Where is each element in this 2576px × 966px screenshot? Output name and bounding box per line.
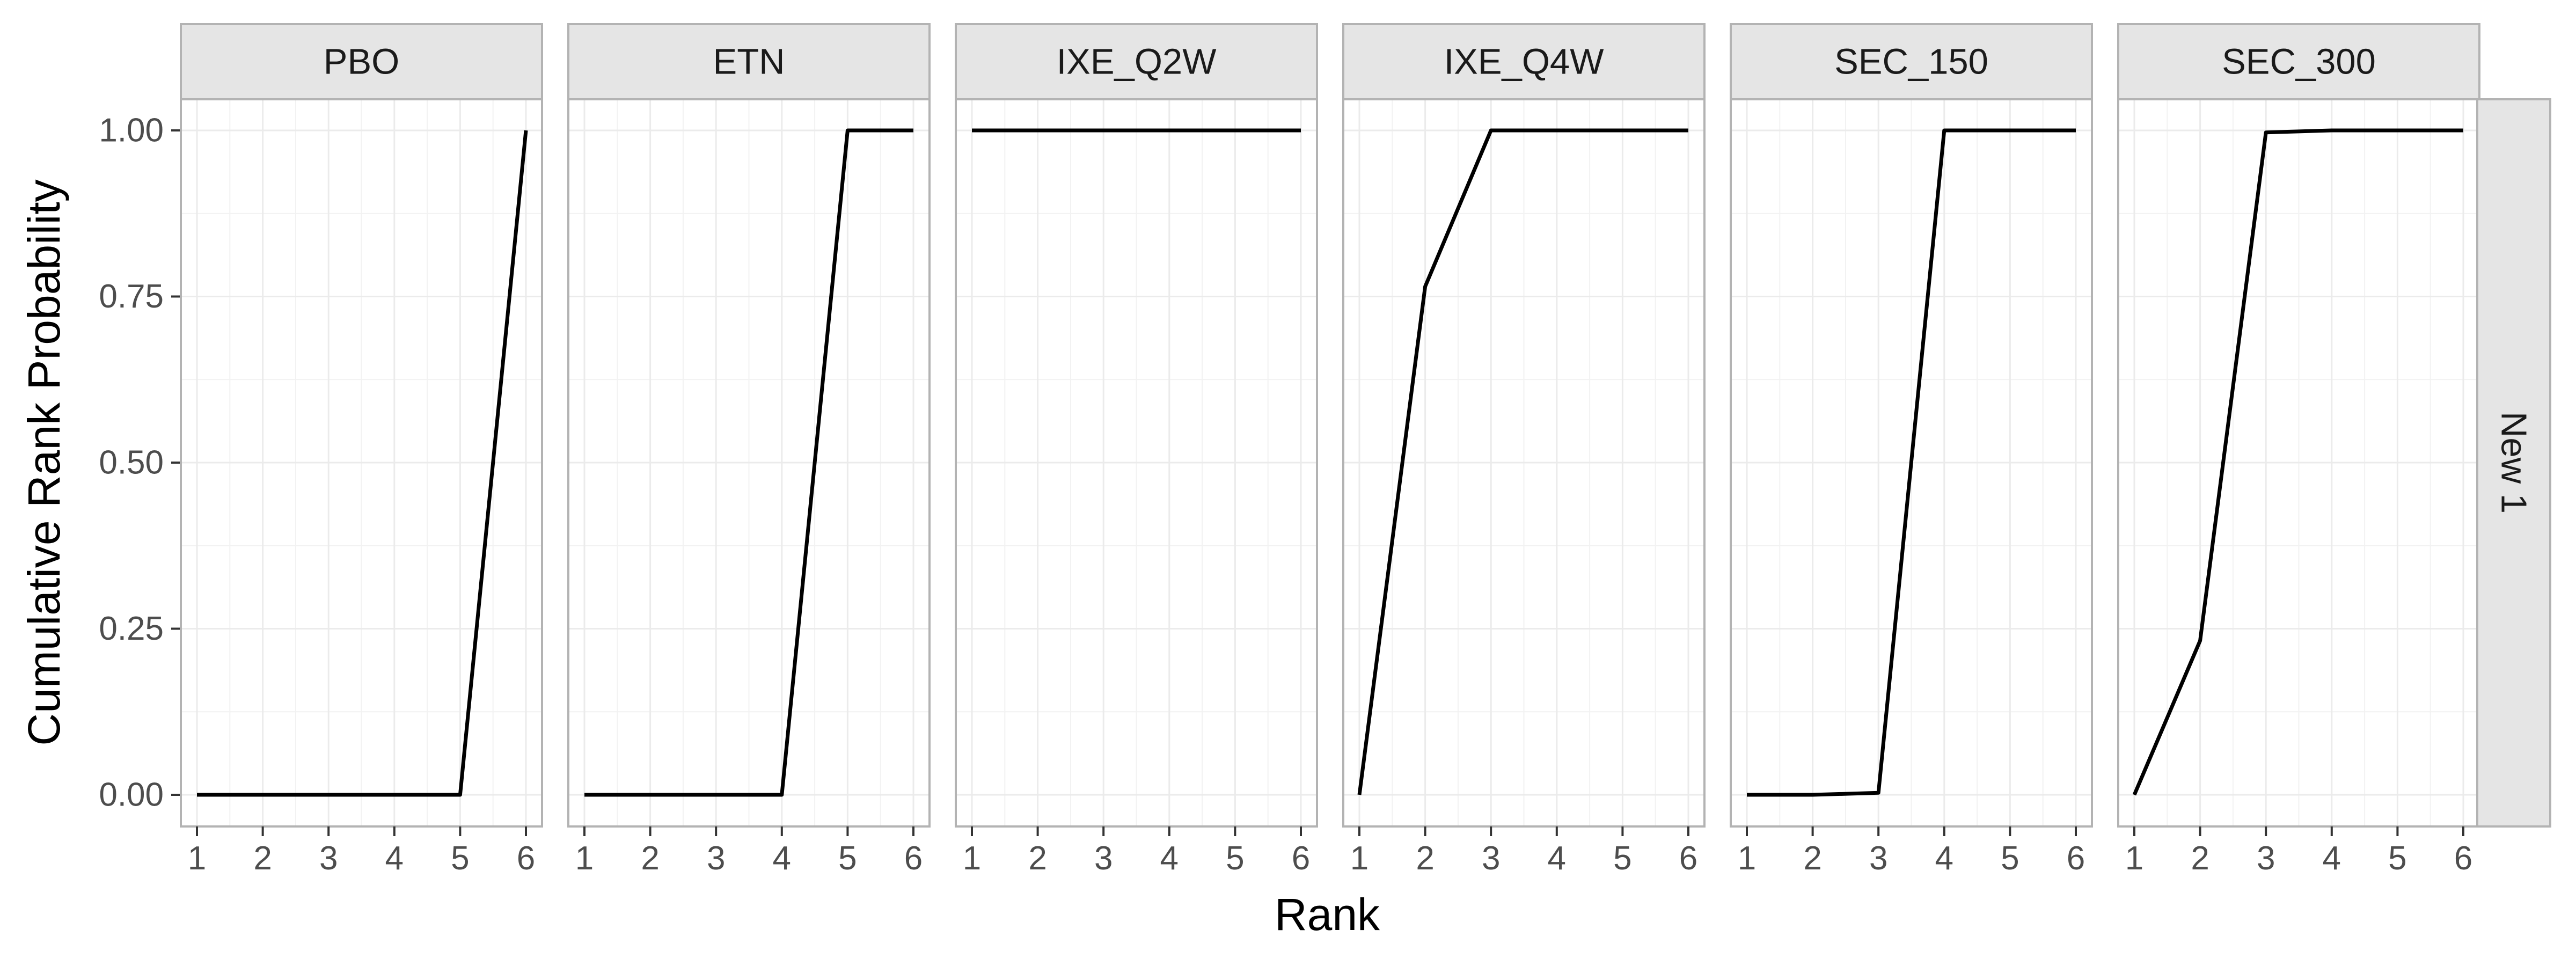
x-tick-label: 5	[838, 840, 857, 877]
series-line-pbo	[197, 130, 528, 797]
x-tick-label: 1	[1738, 840, 1756, 877]
facet-strip	[1342, 23, 1706, 100]
facet-strip	[955, 23, 1318, 100]
facet-row-label: New 1	[2494, 412, 2534, 514]
facet-panel-pbo: PBO 1 2 3 4 5 6	[180, 23, 543, 877]
x-tick-label: 3	[707, 840, 725, 877]
x-tick-label: 3	[1869, 840, 1887, 877]
x-tick-label: 2	[1028, 840, 1046, 877]
x-tick-label: 1	[188, 840, 206, 877]
x-tick-label: 1	[1350, 840, 1368, 877]
x-tick-label: 3	[1094, 840, 1113, 877]
x-tick-label: 4	[773, 840, 791, 877]
x-tick-label: 3	[2257, 840, 2275, 877]
x-tick-label: 3	[319, 840, 338, 877]
x-tick-label: 5	[1613, 840, 1631, 877]
y-tick-label: 0.50	[99, 444, 164, 481]
x-tick-label: 6	[2067, 840, 2085, 877]
series-line-sec-150	[1747, 128, 2076, 797]
facet-panel-etn: ETN 1 2 3 4 5 6	[567, 23, 931, 877]
x-tick-label: 6	[904, 840, 923, 877]
x-tick-label: 4	[1160, 840, 1179, 877]
y-tick-label: 1.00	[99, 112, 164, 149]
facet-panel-ixe-q2w: IXE_Q2W 1 2 3 4 5 6	[955, 23, 1318, 877]
x-tick-label: 2	[1416, 840, 1434, 877]
facet-panel-ixe-q4w: IXE_Q4W 1 2 3 4 5 6	[1342, 23, 1706, 877]
x-tick-label: 5	[451, 840, 469, 877]
facet-row-strip: New 1	[2476, 98, 2551, 828]
y-tick-label: 0.25	[99, 610, 164, 647]
panel-border	[567, 98, 931, 828]
facet-strip-label: IXE_Q2W	[1057, 42, 1217, 82]
facet-strip	[180, 23, 543, 100]
x-axis-title: Rank	[1275, 889, 1380, 940]
x-tick-label: 2	[2191, 840, 2209, 877]
x-tick-label: 4	[1935, 840, 1953, 877]
facet-strip-label: PBO	[324, 42, 400, 82]
panel-border	[180, 98, 543, 828]
x-tick-label: 5	[2388, 840, 2406, 877]
facet-panel-sec-150: SEC_150 1 2 3 4 5 6	[1730, 23, 2093, 877]
x-tick-label: 6	[517, 840, 535, 877]
x-tick-label: 5	[1226, 840, 1244, 877]
x-tick-label: 6	[1679, 840, 1697, 877]
series-line-etn	[584, 128, 913, 797]
x-tick-label: 3	[1482, 840, 1500, 877]
series-line-sec-300	[2132, 128, 2463, 796]
facet-strip	[1730, 23, 2093, 100]
x-tick-label: 4	[2323, 840, 2341, 877]
facet-panel-sec-300: SEC_300 1 2 3 4 5 6	[2117, 23, 2480, 877]
facet-strip-label: SEC_300	[2222, 42, 2376, 82]
y-tick-label: 0.00	[99, 777, 164, 814]
facet-strip-label: ETN	[713, 42, 785, 82]
panel-border	[1730, 98, 2093, 828]
x-tick-label: 4	[385, 840, 404, 877]
y-axis: 0.00 0.25 0.50 0.75 1.00	[99, 112, 181, 814]
x-tick-label: 2	[1803, 840, 1821, 877]
series-line-ixe-q4w	[1357, 128, 1688, 795]
facet-strip-label: SEC_150	[1834, 42, 1988, 82]
panel-border	[955, 98, 1318, 828]
x-tick-label: 1	[963, 840, 981, 877]
y-tick-label: 0.75	[99, 278, 164, 315]
x-tick-label: 5	[2001, 840, 2019, 877]
x-tick-label: 2	[641, 840, 659, 877]
x-tick-label: 6	[2454, 840, 2472, 877]
x-tick-label: 1	[2125, 840, 2143, 877]
y-axis-title: Cumulative Rank Probability	[19, 179, 69, 745]
panel-border	[1342, 98, 1706, 828]
x-tick-label: 1	[575, 840, 594, 877]
x-tick-label: 4	[1548, 840, 1566, 877]
x-tick-label: 2	[253, 840, 272, 877]
facet-strip-label: IXE_Q4W	[1444, 42, 1605, 82]
x-tick-label: 6	[1292, 840, 1310, 877]
